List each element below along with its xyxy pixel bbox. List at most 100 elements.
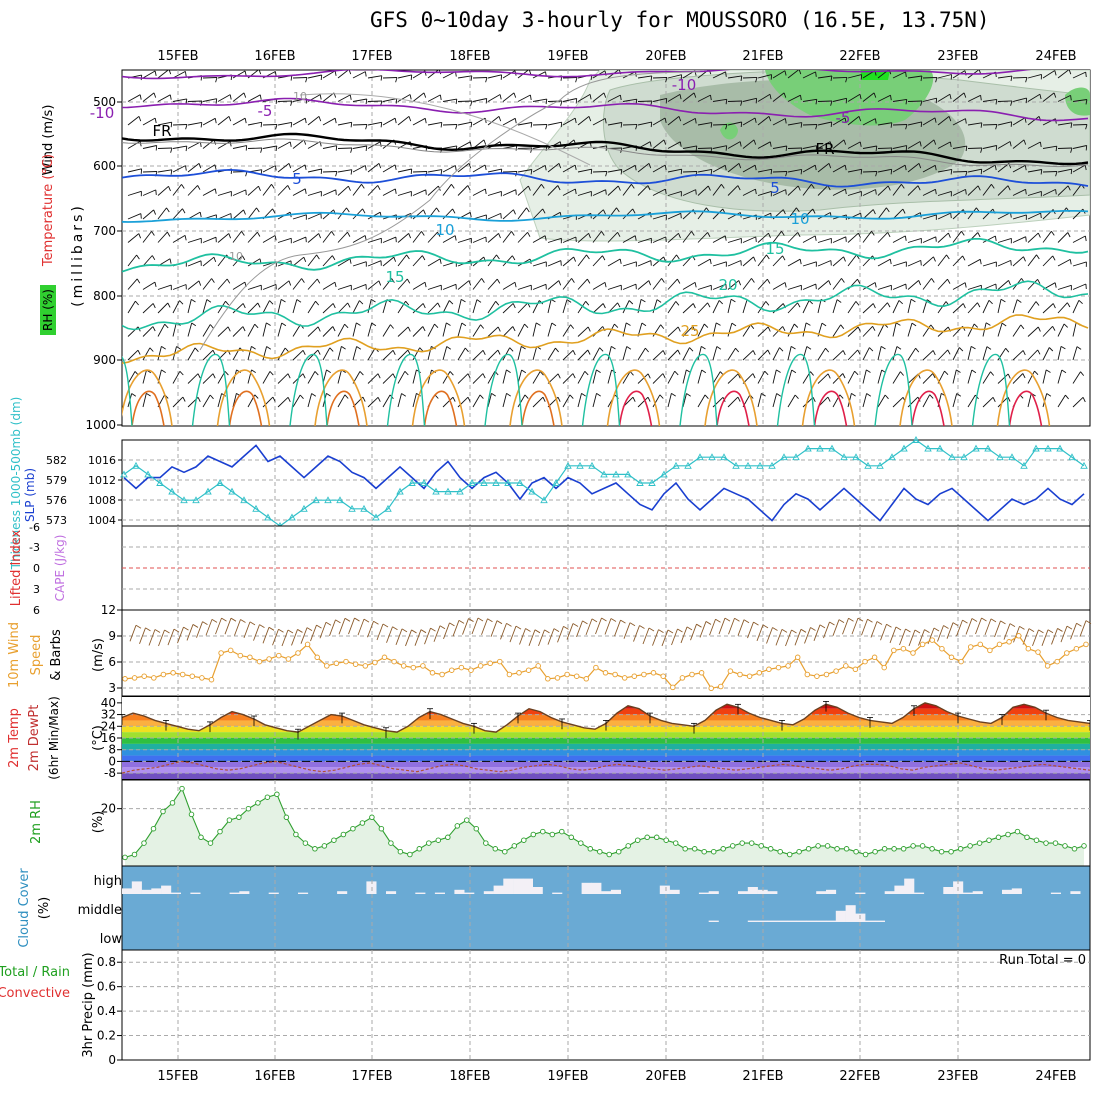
wind-barb (982, 184, 992, 196)
contour-line (122, 238, 1089, 273)
thickness-marker (468, 479, 476, 486)
wind-barb (1072, 371, 1081, 384)
wind-barb (727, 373, 739, 384)
wind-barb-flag (226, 278, 231, 284)
thickness-marker (756, 461, 764, 469)
slp-panel-frame (121, 439, 1091, 527)
wind-barb-flag (871, 231, 875, 236)
wind10-marker (996, 641, 1003, 648)
wind-barb (502, 231, 512, 243)
tick-label: 40 (101, 696, 116, 710)
wind-barb-flag (1001, 322, 1007, 327)
wind10-barb-flag (154, 629, 161, 633)
wind-barb (337, 369, 342, 384)
cloud-middle-bar (835, 910, 846, 922)
rh-marker (957, 846, 964, 852)
wind-barb (532, 124, 548, 126)
cloud-high-bar (1011, 888, 1022, 894)
wind-barb (1072, 99, 1087, 102)
thickness-marker (348, 504, 356, 512)
wind10-marker (122, 676, 128, 682)
wind10-marker (641, 671, 647, 678)
wind-barb (157, 70, 169, 79)
wind-barb-flag (721, 184, 725, 189)
wind-barb (607, 169, 622, 173)
wind-barb-flag (918, 280, 922, 286)
wind-barb-flag (1085, 99, 1088, 105)
wind-barb (337, 258, 351, 267)
wind-barb-flag (154, 281, 157, 288)
wind10-barb-flag (411, 629, 417, 634)
wind-barb-flag (1067, 185, 1071, 191)
wind-barb-flag (542, 397, 546, 402)
wind-barb (787, 147, 803, 149)
wind-barb-flag (136, 254, 140, 260)
cloud-middle-bar (708, 920, 719, 922)
wind-barb (562, 188, 576, 196)
wind-barb-flag (920, 121, 923, 127)
wind10-barb (433, 625, 441, 642)
rh-bright (860, 70, 890, 80)
wind-barb-flag (161, 369, 166, 373)
rh-marker (454, 823, 461, 829)
wind-barb (982, 124, 998, 126)
date-label-bottom: 15FEB (157, 1069, 198, 1084)
wind-barb-flag (484, 118, 487, 124)
wind-barb (562, 236, 577, 243)
wind-barb (892, 71, 906, 79)
wind-barb (847, 349, 859, 361)
wind-barb-flag (179, 370, 184, 376)
wind-barb-flag (665, 236, 667, 242)
contour-label: -10 (90, 104, 115, 122)
wind-barb (832, 299, 838, 314)
wind-barb (292, 349, 304, 361)
wind-barb (487, 190, 502, 196)
wind-barb (742, 256, 754, 267)
wind-barb-flag (470, 122, 473, 128)
wind-barb-flag (421, 231, 425, 236)
wind-barb-flag (379, 141, 382, 147)
wind-barb-flag (480, 324, 485, 329)
wind-barb-flag (724, 165, 727, 171)
wind-barb (742, 350, 754, 361)
wind-barb-flag (731, 322, 737, 327)
wind-barb-flag (676, 254, 680, 260)
thickness-marker (828, 444, 836, 452)
wind-barb (967, 122, 982, 126)
wind10-marker (573, 673, 580, 679)
rh-marker (502, 848, 508, 855)
wind-barb-flag (467, 185, 471, 191)
wind-barb (742, 117, 756, 126)
wind-barb (757, 326, 769, 337)
wind-barb (802, 300, 810, 314)
wind-barb (262, 283, 277, 290)
wind-barb-flag (947, 278, 951, 284)
wind-barb-flag (513, 209, 516, 215)
wind10-barb-flag (287, 629, 294, 634)
wind10-barb (547, 628, 555, 645)
wind-barb-flag (740, 75, 743, 81)
wind-barb (712, 71, 726, 79)
temp-contour-low (386, 353, 426, 426)
tick-label: 0 (108, 754, 116, 768)
date-label-top: 16FEB (254, 49, 295, 64)
wind-barb-flag (258, 70, 262, 75)
wind10-barb (443, 622, 450, 640)
cloud-high-bar (659, 885, 670, 894)
wind-barb (562, 349, 574, 361)
wind10-barb (718, 617, 726, 635)
wind-barb (637, 100, 653, 102)
wind-barb-flag (808, 300, 814, 305)
thickness-marker (1080, 461, 1088, 469)
wind-barb (382, 394, 391, 408)
li-tick: 0 (33, 562, 40, 575)
wind-barb (787, 323, 795, 337)
wind-barb-flag (619, 258, 622, 264)
wind-barb (292, 214, 307, 220)
wind10-marker (958, 658, 964, 665)
li-tick: 6 (33, 604, 40, 617)
wind-barb-flag (1040, 169, 1043, 175)
wind-barb (712, 371, 721, 384)
wind-barb-flag (521, 369, 527, 374)
cloud-high-bar (298, 892, 309, 894)
